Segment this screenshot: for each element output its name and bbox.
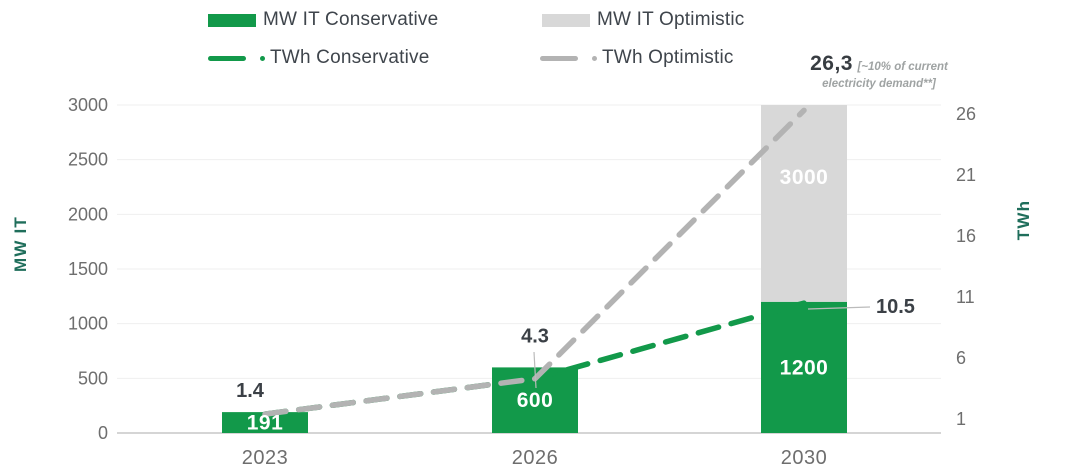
legend-label-twh-optimistic: TWh Optimistic xyxy=(602,47,734,68)
left-axis-tick-label: 500 xyxy=(78,368,108,388)
left-axis-tick-label: 1000 xyxy=(68,314,108,334)
legend-label-mw-it-optimistic: MW IT Optimistic xyxy=(597,9,745,30)
right-axis-tick-label: 11 xyxy=(956,287,975,307)
left-axis-tick-label: 0 xyxy=(98,423,108,443)
point-label-2026: 4.3 xyxy=(521,326,549,348)
left-axis-tick-label: 3000 xyxy=(68,95,108,115)
right-axis-tick-label: 26 xyxy=(956,104,976,124)
legend-label-mw-it-conservative: MW IT Conservative xyxy=(263,9,439,30)
legend-line-swatch-conservative xyxy=(208,55,265,61)
leader-line-4-3 xyxy=(533,351,537,389)
category-label-2026: 2026 xyxy=(512,447,559,469)
category-label-2023: 2023 xyxy=(242,447,289,469)
legend-item-mw-it-optimistic: MW IT Optimistic xyxy=(542,9,744,31)
legend-item-twh-optimistic: TWh Optimistic xyxy=(540,47,734,69)
left-axis-tick-label: 1500 xyxy=(68,259,108,279)
bar-optimistic-2030 xyxy=(761,105,847,302)
annotation-value: 26,3 xyxy=(810,52,853,75)
right-axis-tick-label: 16 xyxy=(956,226,976,246)
leader-line-10-5 xyxy=(807,306,871,310)
left-axis-tick-label: 2500 xyxy=(68,150,108,170)
legend-item-twh-conservative: TWh Conservative xyxy=(208,47,429,69)
point-label-2030: 10.5 xyxy=(876,296,915,318)
category-label-2030: 2030 xyxy=(781,447,828,469)
bar-value-label-conservative-2023: 191 xyxy=(247,412,284,435)
bar-value-label-optimistic-2030: 3000 xyxy=(780,166,829,189)
bar-conservative-2023 xyxy=(222,412,308,433)
right-axis-title: TWh xyxy=(1014,200,1033,240)
legend-label-twh-conservative: TWh Conservative xyxy=(270,47,430,68)
point-label-2023: 1.4 xyxy=(236,380,265,402)
legend-line-swatch-optimistic xyxy=(540,55,597,61)
left-axis-title: MW IT xyxy=(11,216,30,272)
legend-bar-swatch-conservative xyxy=(208,13,256,27)
right-axis-tick-label: 1 xyxy=(956,409,966,429)
bar-value-label-conservative-2030: 1200 xyxy=(780,356,829,379)
bar-conservative-2030 xyxy=(761,301,847,433)
annotation-note-line2: electricity demand**] xyxy=(822,78,936,90)
right-axis-tick-label: 21 xyxy=(956,165,976,185)
legend-bar-swatch-optimistic xyxy=(542,13,590,27)
annotation-note-line1: [~10% of current xyxy=(857,61,948,73)
right-axis-tick-label: 6 xyxy=(956,348,966,368)
left-axis-tick-label: 2000 xyxy=(68,204,108,224)
bar-value-label-conservative-2026: 600 xyxy=(517,389,554,412)
legend-item-mw-it-conservative: MW IT Conservative xyxy=(208,9,438,31)
optimistic-final-annotation: 26,3 [~10% of current electricity demand… xyxy=(779,53,979,92)
